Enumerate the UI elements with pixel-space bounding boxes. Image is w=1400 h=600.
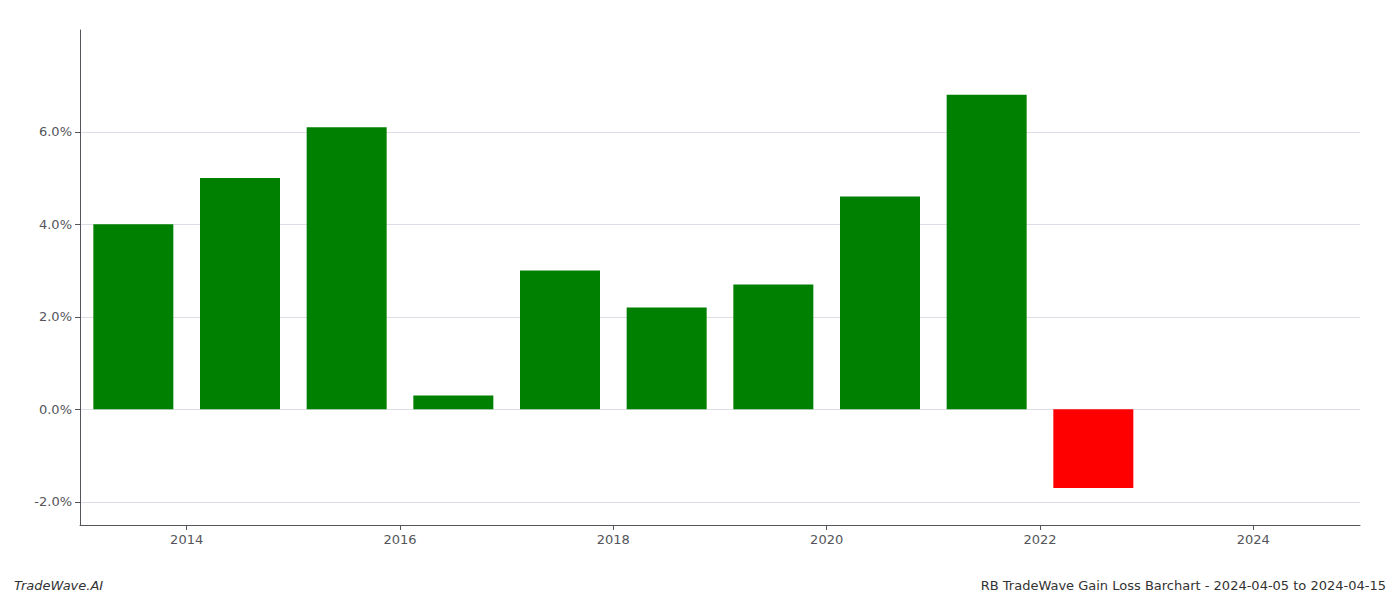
svg-text:2.0%: 2.0% — [39, 309, 72, 324]
svg-text:2016: 2016 — [383, 532, 416, 547]
svg-text:2014: 2014 — [170, 532, 203, 547]
svg-text:2022: 2022 — [1023, 532, 1056, 547]
svg-text:0.0%: 0.0% — [39, 402, 72, 417]
svg-text:-2.0%: -2.0% — [34, 494, 72, 509]
svg-text:TradeWave.AI: TradeWave.AI — [14, 578, 103, 593]
svg-text:4.0%: 4.0% — [39, 217, 72, 232]
svg-text:RB TradeWave Gain Loss Barchar: RB TradeWave Gain Loss Barchart - 2024-0… — [981, 578, 1386, 593]
svg-text:2024: 2024 — [1237, 532, 1270, 547]
svg-text:2018: 2018 — [597, 532, 630, 547]
svg-text:6.0%: 6.0% — [39, 124, 72, 139]
svg-text:2020: 2020 — [810, 532, 843, 547]
